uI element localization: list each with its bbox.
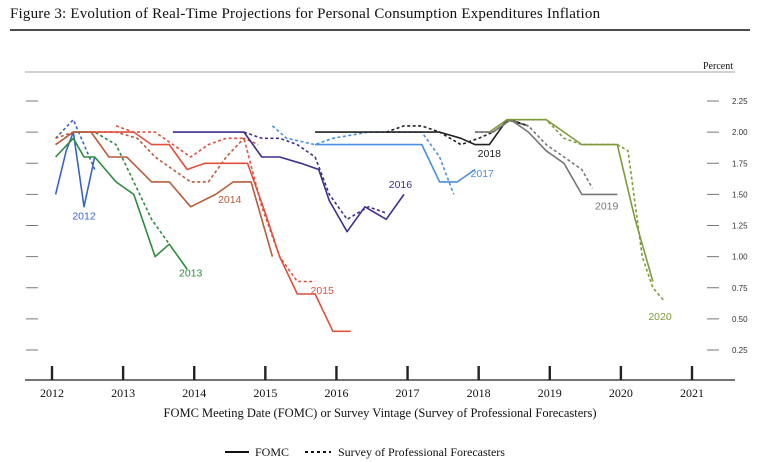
series-2014-fomc-line: [55, 131, 274, 257]
y-tick-label: 0.25: [732, 346, 748, 355]
y-tick-label: 2.00: [732, 128, 748, 137]
x-tick-label: 2013: [111, 386, 135, 400]
series-lines: [54, 118, 665, 333]
series-2019-fomc-line: [475, 118, 618, 196]
x-axis-label: FOMC Meeting Date (FOMC) or Survey Vinta…: [164, 406, 597, 420]
legend-fomc-label: FOMC: [255, 445, 289, 459]
series-label-2014: 2014: [218, 194, 242, 206]
legend-spf-label: Survey of Professional Forecasters: [338, 445, 505, 459]
y-tick-label: 1.00: [732, 253, 748, 262]
y-tick-label: 1.75: [732, 159, 748, 168]
series-labels: 2012 2013 2014 2015 2016 2017 2018 2019 2020: [72, 148, 672, 323]
x-tick-label: 2020: [609, 386, 633, 400]
series-2017-spf-line: [271, 125, 455, 195]
x-tick-label: 2012: [40, 386, 64, 400]
y-unit-label: Percent: [703, 61, 733, 72]
y-axis-left: [26, 100, 38, 351]
x-tick-label: 2021: [680, 386, 704, 400]
series-2016-fomc-line: [172, 131, 405, 233]
y-tick-label: 1.25: [732, 222, 748, 231]
series-label-2017: 2017: [471, 168, 495, 180]
y-axis-right: 0.25 0.50 0.75 1.00 1.25 1.50 1.75 2.00 2.25: [707, 97, 748, 355]
series-label-2015: 2015: [311, 285, 335, 297]
series-2019-spf-line: [475, 118, 594, 189]
x-tick-label: 2018: [467, 386, 491, 400]
x-tick-label: 2015: [253, 386, 277, 400]
series-label-2013: 2013: [179, 268, 203, 280]
series-label-2016: 2016: [389, 179, 413, 191]
series-2018-fomc-line: [315, 118, 529, 146]
series-2015-spf-line: [115, 125, 316, 283]
x-axis: 2012 2013 2014 2015 2016 2017 2018 2019 2020 2021: [40, 366, 704, 400]
series-2014-spf-line: [55, 131, 259, 183]
series-2013-fomc-line: [55, 137, 188, 270]
series-2013-spf-line: [55, 131, 170, 245]
series-2012-fomc-line: [54, 131, 96, 208]
x-tick-label: 2016: [324, 386, 348, 400]
series-2016-spf-line: [243, 131, 387, 221]
x-tick-label: 2019: [538, 386, 562, 400]
series-2020-fomc-line: [488, 118, 654, 282]
series-2017-fomc-line: [315, 143, 476, 183]
y-tick-label: 0.75: [732, 284, 748, 293]
legend: FOMC Survey of Professional Forecasters: [225, 445, 505, 459]
x-tick-label: 2017: [396, 386, 420, 400]
y-tick-label: 0.50: [732, 315, 748, 324]
series-label-2018: 2018: [478, 148, 502, 160]
y-tick-label: 1.50: [732, 190, 748, 199]
series-2015-fomc-line: [91, 131, 351, 333]
x-tick-label: 2014: [182, 386, 206, 400]
series-label-2019: 2019: [595, 200, 619, 212]
figure-title: Figure 3: Evolution of Real-Time Project…: [10, 6, 601, 22]
series-label-2020: 2020: [648, 311, 672, 323]
series-label-2012: 2012: [72, 210, 96, 222]
series-2020-spf-line: [510, 118, 665, 301]
y-tick-label: 2.25: [732, 97, 748, 106]
